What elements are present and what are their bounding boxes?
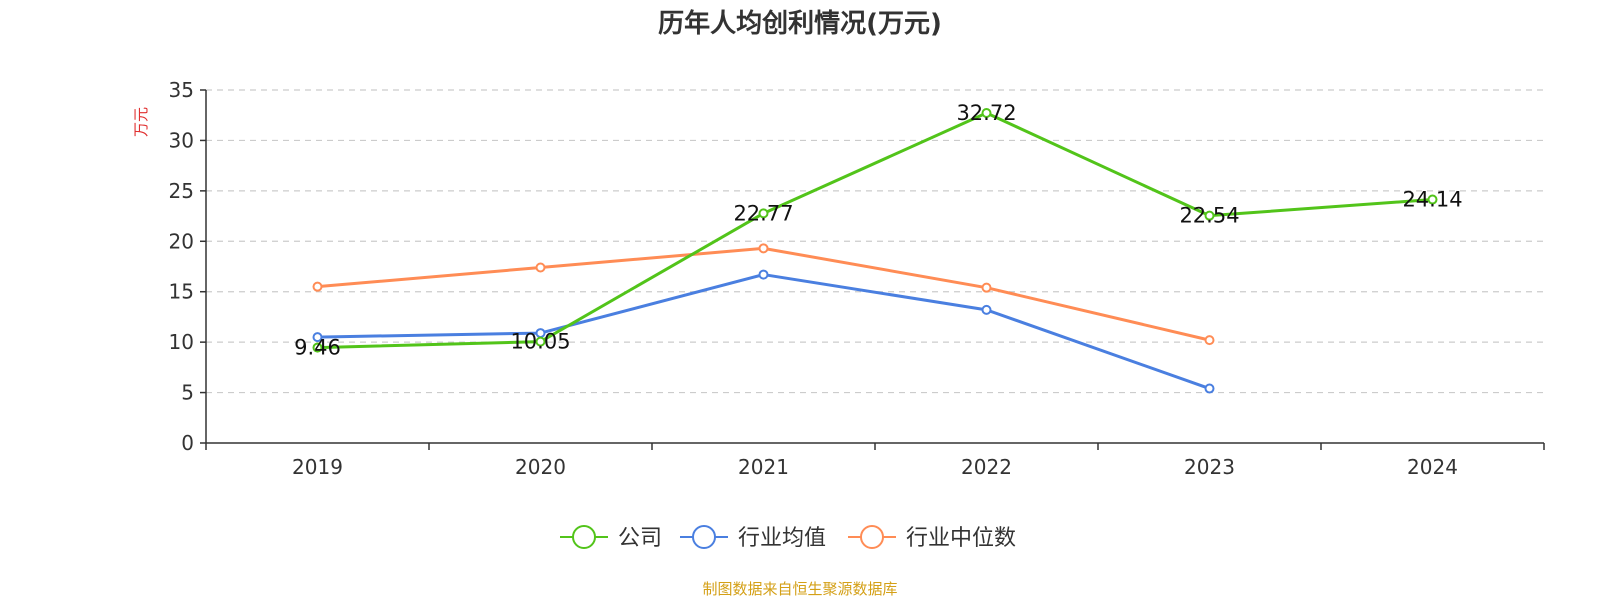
x-tick-label: 2022 <box>961 455 1012 479</box>
legend-label: 行业均值 <box>738 526 826 551</box>
data-point[interactable] <box>981 107 992 118</box>
data-point[interactable] <box>1204 335 1215 346</box>
x-tick-label: 2020 <box>515 455 566 479</box>
legend-marker <box>572 525 596 549</box>
legend-item[interactable]: 行业中位数 <box>848 525 1016 551</box>
legend-item[interactable]: 行业均值 <box>680 525 826 551</box>
data-point[interactable] <box>1204 210 1215 221</box>
legend[interactable]: 公司 行业均值 行业中位数 <box>560 525 1016 551</box>
data-point[interactable] <box>312 281 323 292</box>
data-point[interactable] <box>981 282 992 293</box>
data-point[interactable] <box>312 342 323 353</box>
y-tick-label: 35 <box>169 78 194 102</box>
y-axis-label: 万元 <box>132 107 150 137</box>
data-point[interactable] <box>981 304 992 315</box>
grid-lines <box>206 89 1544 394</box>
data-point[interactable] <box>535 262 546 273</box>
y-tick-label: 20 <box>169 229 194 253</box>
x-tick-label: 2023 <box>1184 455 1235 479</box>
legend-marker <box>860 525 884 549</box>
y-tick-label: 5 <box>181 381 194 405</box>
x-tick-label: 2024 <box>1407 455 1458 479</box>
source-note: 制图数据来自恒生聚源数据库 <box>702 580 897 598</box>
data-point[interactable] <box>758 208 769 219</box>
series-0 <box>312 107 1438 353</box>
legend-label: 行业中位数 <box>906 526 1016 551</box>
data-label: 10.05 <box>510 330 570 354</box>
chart-title: 历年人均创利情况(万元) <box>658 8 942 39</box>
data-point[interactable] <box>535 336 546 347</box>
y-tick-label: 15 <box>169 280 194 304</box>
data-point[interactable] <box>758 243 769 254</box>
legend-item[interactable]: 公司 <box>560 525 662 551</box>
data-label: 22.54 <box>1179 204 1239 228</box>
data-label: 32.72 <box>956 101 1016 125</box>
data-label: 9.46 <box>294 336 341 360</box>
data-labels: 9.46 10.05 22.77 32.72 22.54 24.14 <box>294 101 1462 360</box>
data-point[interactable] <box>758 269 769 280</box>
series-1 <box>312 269 1215 394</box>
y-tick-label: 25 <box>169 179 194 203</box>
series-2 <box>312 243 1215 346</box>
data-point[interactable] <box>1427 194 1438 205</box>
y-tick-label: 10 <box>169 330 194 354</box>
data-point[interactable] <box>312 332 323 343</box>
series-line <box>317 246 1210 342</box>
axes: 0 5 10 15 20 25 30 35 2019 2020 2021 2022 2023 2024 <box>169 78 1545 479</box>
y-tick-label: 30 <box>169 128 194 152</box>
legend-marker <box>692 525 716 549</box>
series-lines <box>312 107 1438 394</box>
legend-label: 公司 <box>618 526 662 551</box>
x-tick-label: 2021 <box>738 455 789 479</box>
data-point[interactable] <box>1204 383 1215 394</box>
y-tick-label: 0 <box>181 431 194 455</box>
data-label: 22.77 <box>733 201 793 225</box>
series-line <box>317 111 1433 350</box>
data-label: 24.14 <box>1402 188 1462 212</box>
x-tick-label: 2019 <box>292 455 343 479</box>
